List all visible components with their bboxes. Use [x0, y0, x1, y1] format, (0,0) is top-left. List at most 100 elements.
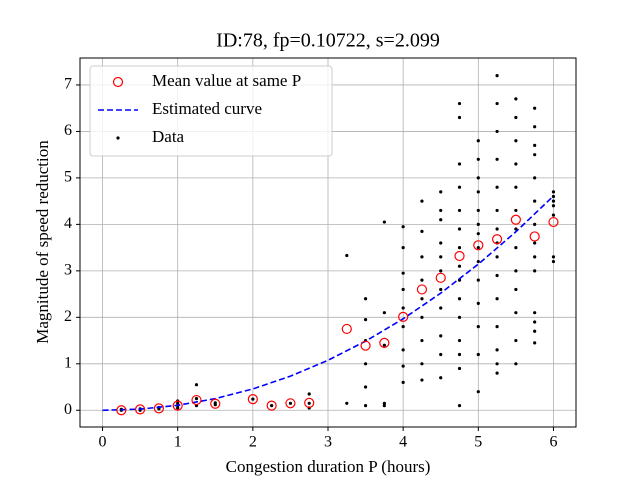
data-point: [533, 199, 537, 203]
data-point: [382, 220, 386, 224]
x-tick-label: 2: [249, 434, 257, 451]
x-tick-label: 1: [174, 434, 182, 451]
data-point: [363, 385, 368, 389]
x-axis-label: Congestion duration P (hours): [226, 457, 431, 476]
data-point: [495, 129, 499, 134]
data-point: [363, 404, 368, 408]
data-point: [457, 404, 462, 408]
data-point: [439, 255, 443, 259]
data-point: [533, 320, 537, 324]
data-point: [495, 101, 499, 106]
data-point: [307, 401, 311, 405]
data-point: [551, 199, 556, 203]
data-point: [439, 269, 443, 273]
legend-label: Mean value at same P: [152, 71, 301, 90]
data-point: [551, 213, 556, 217]
data-point: [420, 229, 424, 233]
legend-label: Estimated curve: [152, 99, 262, 118]
mean-marker: [360, 340, 371, 351]
data-point: [514, 269, 518, 273]
data-point: [476, 278, 480, 282]
data-point: [176, 401, 180, 405]
data-point: [401, 287, 405, 292]
mean-marker: [548, 216, 559, 228]
mean-marker: [454, 250, 465, 262]
mean-marker: [473, 240, 484, 251]
data-point: [514, 227, 518, 231]
data-point: [288, 401, 293, 405]
mean-marker: [529, 231, 540, 242]
data-point: [514, 338, 518, 343]
data-point: [457, 366, 462, 371]
data-point: [495, 325, 499, 329]
data-point: [514, 311, 518, 315]
data-point: [476, 246, 480, 250]
mean-marker: [379, 337, 390, 348]
y-tick-label: 2: [64, 308, 72, 325]
data-point: [514, 362, 518, 366]
data-point: [476, 390, 480, 394]
curve: [102, 195, 555, 412]
data-point: [514, 162, 518, 166]
data-point: [307, 392, 311, 396]
data-point: [194, 383, 199, 387]
data-point: [401, 246, 405, 250]
data-point: [457, 115, 462, 120]
data-point: [420, 255, 424, 259]
data-point: [533, 311, 537, 315]
data-point: [382, 401, 386, 405]
data-point: [439, 306, 443, 310]
data-point: [457, 264, 462, 268]
mean-marker: [210, 398, 221, 409]
data-point: [533, 125, 537, 129]
data-point: [476, 232, 480, 236]
data-point: [457, 227, 462, 231]
data-point: [401, 271, 405, 275]
data-point: [420, 297, 424, 301]
data-point: [495, 255, 499, 259]
mean-marker: [247, 394, 258, 405]
data-point: [533, 222, 537, 226]
mean-marker: [135, 404, 146, 415]
mean-marker: [435, 272, 446, 283]
data-point: [420, 338, 424, 343]
data-point: [533, 255, 537, 259]
mean-marker: [191, 394, 202, 406]
data-point: [401, 364, 405, 368]
data-point: [514, 185, 518, 189]
mean-marker: [153, 403, 165, 414]
data-point: [420, 278, 424, 282]
data-point: [551, 255, 556, 259]
mean-marker: [341, 323, 352, 335]
data-point: [420, 315, 424, 319]
data-point: [495, 273, 499, 278]
data-point: [533, 106, 537, 110]
data-point: [401, 306, 405, 310]
x-tick-label: 5: [474, 434, 482, 451]
data-point: [457, 338, 462, 343]
data-point: [457, 278, 462, 282]
data-point: [457, 101, 462, 106]
mean-marker: [304, 397, 315, 408]
data-point: [514, 208, 518, 213]
x-tick-label: 3: [324, 434, 332, 451]
data-point: [457, 352, 462, 357]
data-point: [439, 218, 443, 222]
mean-marker: [398, 311, 409, 322]
data-point: [439, 352, 443, 357]
data-point: [251, 397, 255, 401]
data-point: [533, 341, 537, 345]
data-point: [345, 253, 349, 258]
data-point: [457, 185, 462, 189]
data-point: [457, 162, 462, 166]
data-point: [533, 241, 537, 245]
data-point: [495, 348, 499, 352]
mean-marker: [266, 400, 277, 411]
data-point: [420, 378, 424, 382]
data-point: [514, 115, 518, 120]
y-tick-label: 6: [64, 122, 72, 139]
data-point: [495, 185, 499, 189]
data-point: [476, 190, 480, 194]
